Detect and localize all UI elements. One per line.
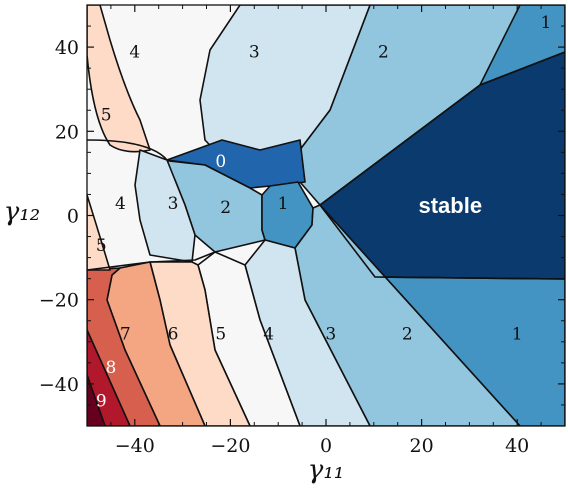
stable-region-label: stable — [418, 193, 482, 218]
y-tick-label: 40 — [55, 37, 79, 59]
region-8 — [87, 329, 131, 426]
x-tick-label: −40 — [115, 435, 155, 457]
region-count-label: 2 — [220, 198, 231, 218]
x-tick-label: 20 — [410, 435, 434, 457]
region-count-label: 5 — [215, 324, 226, 344]
region-3-center — [134, 149, 196, 263]
y-tick-label: −40 — [39, 374, 79, 396]
x-tick-label: 0 — [320, 435, 332, 457]
region-count-label: 1 — [278, 194, 289, 214]
region-count-label: 4 — [115, 194, 126, 214]
y-tick-label: −20 — [39, 290, 79, 312]
region-boundaries — [87, 51, 565, 280]
region-count-label: 8 — [105, 358, 116, 378]
region-count-label: 0 — [215, 152, 226, 172]
region-count-label: 7 — [120, 324, 131, 344]
y-tick-label: 0 — [67, 206, 79, 228]
region-count-label: 1 — [540, 13, 551, 33]
region-count-label: 3 — [168, 194, 179, 214]
region-count-label: 5 — [96, 236, 107, 256]
plot-area — [86, 4, 566, 427]
region-count-label: 3 — [249, 42, 260, 62]
y-tick-label: 20 — [55, 121, 79, 143]
region-count-label: 9 — [96, 392, 107, 412]
y-axis-label: γ₁₂ — [4, 197, 40, 227]
region-5-left — [87, 194, 111, 271]
region-count-label: 3 — [325, 324, 336, 344]
x-tick-label: −20 — [210, 435, 250, 457]
x-tick-label: 40 — [505, 435, 529, 457]
region-count-label: 4 — [263, 324, 274, 344]
x-axis-label: γ₁₁ — [308, 455, 344, 485]
region-9 — [87, 374, 106, 426]
region-count-label: 1 — [512, 324, 523, 344]
region-count-label: 2 — [402, 324, 413, 344]
region-5-upper — [87, 5, 151, 153]
x-axis: −40 −20 0 20 40 — [86, 5, 566, 457]
region-labels: 4 3 2 1 5 0 stable 4 3 2 1 5 7 6 5 4 3 2 1 8 9 — [96, 13, 551, 412]
region-count-label: 2 — [378, 42, 389, 62]
region-count-label: 5 — [101, 105, 112, 125]
region-count-label: 6 — [168, 324, 179, 344]
region-count-label: 4 — [129, 42, 140, 62]
